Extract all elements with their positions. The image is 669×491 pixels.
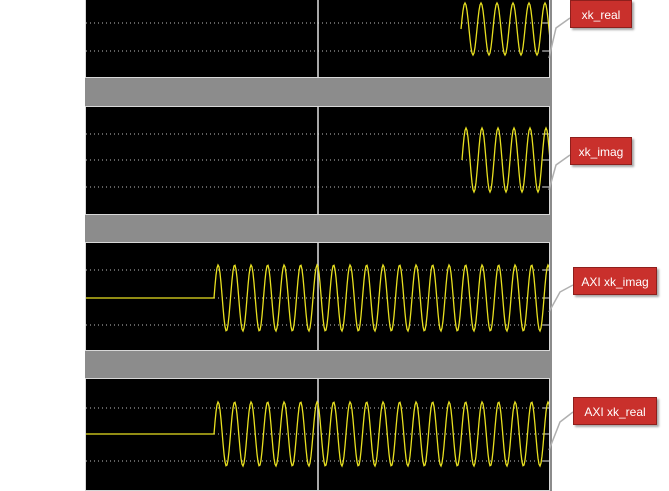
panel-separator (85, 215, 552, 242)
signal-trace (460, 1, 549, 57)
leader-axi-xk-real (548, 411, 574, 451)
leader-xk-real (548, 17, 571, 59)
leader-axi-xk-imag (548, 284, 574, 313)
callout-axi-xk-imag: AXI xk_imag (573, 267, 657, 295)
signal-trace (86, 400, 549, 468)
signal-trace (461, 126, 549, 194)
waveform-panel-axi-xk-imag[interactable] (85, 242, 550, 351)
xk-imag-waveform (86, 107, 549, 214)
panel-separator (85, 78, 552, 106)
leader-xk-imag (548, 154, 571, 191)
signal-trace (86, 263, 549, 333)
axi-xk-real-waveform (86, 379, 549, 490)
waveform-viewer (85, 0, 552, 491)
waveform-panel-xk-imag[interactable] (85, 106, 550, 215)
axi-xk-imag-waveform (86, 243, 549, 350)
panel-separator (85, 351, 552, 378)
waveform-panel-axi-xk-real[interactable] (85, 378, 550, 491)
xk-real-waveform (86, 0, 549, 77)
waveform-panel-xk-real[interactable] (85, 0, 550, 78)
callout-xk-real: xk_real (570, 0, 632, 28)
callout-axi-xk-real: AXI xk_real (573, 397, 657, 425)
callout-xk-imag: xk_imag (570, 137, 632, 165)
